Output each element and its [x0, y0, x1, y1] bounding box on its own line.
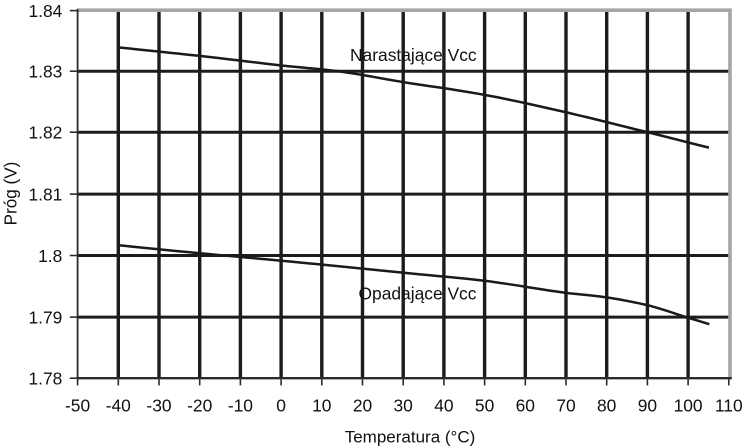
svg-text:Próg (V): Próg (V) [2, 162, 21, 226]
svg-text:-20: -20 [187, 395, 212, 415]
svg-text:-40: -40 [106, 395, 131, 415]
svg-text:80: 80 [597, 395, 616, 415]
svg-text:1.84: 1.84 [28, 1, 62, 21]
svg-text:Narastające Vcc: Narastające Vcc [350, 45, 477, 65]
svg-text:1.81: 1.81 [28, 184, 62, 204]
svg-text:1.82: 1.82 [28, 123, 62, 143]
svg-text:-50: -50 [65, 395, 90, 415]
svg-text:110: 110 [715, 395, 743, 415]
svg-text:20: 20 [353, 395, 372, 415]
svg-text:1.78: 1.78 [28, 369, 62, 389]
svg-text:0: 0 [276, 395, 286, 415]
svg-text:40: 40 [434, 395, 453, 415]
svg-text:90: 90 [638, 395, 657, 415]
svg-text:30: 30 [394, 395, 413, 415]
svg-text:-10: -10 [228, 395, 253, 415]
svg-text:Temperatura (°C): Temperatura (°C) [345, 427, 476, 446]
svg-text:70: 70 [556, 395, 575, 415]
svg-text:50: 50 [475, 395, 494, 415]
svg-text:60: 60 [516, 395, 535, 415]
svg-text:-30: -30 [146, 395, 171, 415]
svg-text:1.79: 1.79 [28, 307, 62, 327]
svg-text:Opadające Vcc: Opadające Vcc [359, 284, 477, 304]
svg-text:10: 10 [312, 395, 331, 415]
svg-text:1.83: 1.83 [28, 62, 62, 82]
svg-text:1.8: 1.8 [38, 246, 62, 266]
svg-text:100: 100 [674, 395, 703, 415]
